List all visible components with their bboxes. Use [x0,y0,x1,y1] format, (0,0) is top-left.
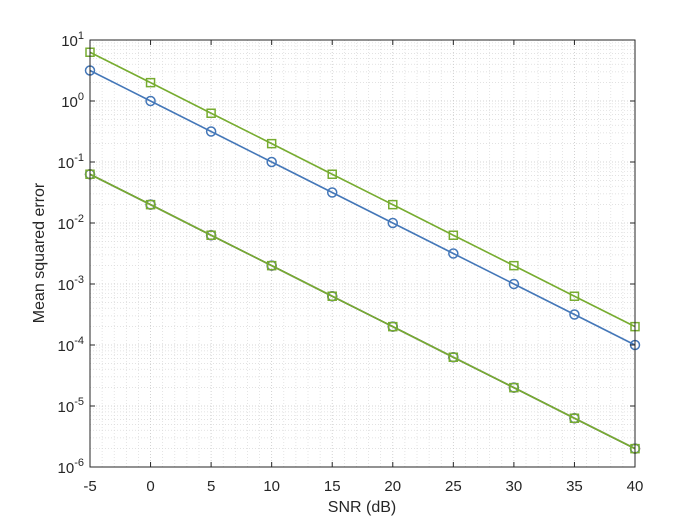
y-tick-label: 10-6 [58,457,84,477]
minor-grid [90,40,635,467]
series-line [89,51,636,328]
series-layer [84,47,641,454]
y-tick-label: 10-3 [58,274,84,294]
x-tick-label: 20 [384,478,401,495]
x-tick-label: 15 [324,478,341,495]
circle-marker [266,156,277,168]
circle-marker [508,278,520,290]
circle-marker [326,187,338,198]
circle-marker [145,95,156,107]
square-marker [266,260,277,271]
square-marker [206,108,216,118]
x-tick-label: 10 [263,478,280,495]
square-marker [327,169,337,179]
x-tick-label: -5 [83,478,96,495]
x-tick-label: 25 [445,478,462,495]
square-marker [145,77,156,88]
y-tick-label: 10-4 [58,335,84,355]
y-axis-ticks: 10-6 10-5 10-4 10-3 10-2 10-1 100 101 [58,30,635,477]
x-tick-label: 5 [207,478,215,495]
axes-box [89,39,636,468]
y-tick-label: 101 [61,30,84,50]
square-marker [569,413,580,423]
y-tick-label: 10-1 [58,152,84,172]
circle-marker [448,248,459,259]
square-marker [509,260,519,271]
circle-marker [205,126,217,137]
series-line [89,173,636,450]
square-marker [448,352,459,362]
y-tick-label: 10-2 [58,213,84,233]
square-marker [509,382,519,393]
series-line [89,69,636,346]
circle-marker [387,217,399,229]
circle-marker [569,309,580,320]
square-marker [569,291,580,301]
y-tick-label: 100 [61,91,84,111]
square-marker [327,291,337,301]
square-marker [266,138,277,149]
x-axis-ticks: -5 0 5 10 15 20 25 30 35 40 [83,40,643,495]
x-tick-label: 40 [627,478,644,495]
square-marker [388,321,398,332]
x-tick-label: 0 [146,478,154,495]
x-tick-label: 35 [566,478,583,495]
y-axis-label: Mean squared error [31,182,48,323]
x-axis-label: SNR (dB) [328,499,396,516]
y-tick-label: 10-5 [58,396,84,416]
square-marker [448,230,459,240]
square-marker [206,230,216,240]
square-marker [388,199,398,210]
x-tick-label: 30 [506,478,523,495]
square-marker [145,199,156,210]
plot-area [90,40,635,467]
